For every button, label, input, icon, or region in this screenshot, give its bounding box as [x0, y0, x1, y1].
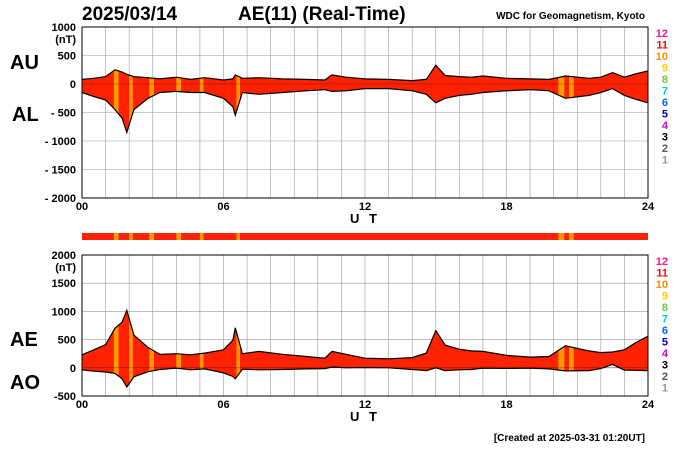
created-timestamp: [Created at 2025-03-31 01:20UT]	[493, 433, 645, 444]
y-tick-label: 0	[70, 363, 76, 375]
y-tick-label: 1500	[52, 278, 76, 290]
x-tick-label: 00	[76, 399, 88, 411]
x-tick-label: 12	[359, 201, 371, 213]
station-coverage-strip	[82, 233, 648, 240]
station-count-label: 1	[662, 383, 668, 395]
x-tick-label: 24	[642, 399, 655, 411]
coverage-strip-band	[129, 233, 133, 240]
station-count-band	[113, 65, 119, 133]
x-tick-label: 18	[500, 399, 512, 411]
coverage-strip-band	[558, 233, 565, 240]
y-tick-label: - 2000	[45, 193, 76, 205]
station-count-band	[236, 310, 241, 387]
series-line-al	[81, 87, 649, 135]
x-tick-label: 18	[500, 201, 512, 213]
coverage-strip-band	[568, 233, 574, 240]
y-axis-unit: (nT)	[55, 34, 76, 46]
x-tick-label: 00	[76, 201, 88, 213]
station-count-label: 6	[662, 325, 668, 337]
station-count-label: 9	[662, 63, 668, 75]
station-count-label: 4	[662, 348, 669, 360]
x-tick-label: 06	[217, 399, 229, 411]
ao-panel-label: AO	[10, 372, 40, 394]
y-tick-label: -500	[54, 391, 76, 403]
ae-panel-label: AE	[10, 329, 38, 351]
y-tick-label: 1000	[52, 306, 76, 318]
x-axis-label: U T	[350, 409, 380, 424]
y-axis-unit: (nT)	[55, 262, 76, 274]
station-count-label: 8	[662, 302, 668, 314]
station-count-band	[176, 310, 182, 387]
y-tick-label: - 1500	[45, 165, 76, 177]
station-count-label: 1	[662, 155, 668, 167]
y-tick-label: - 500	[51, 108, 76, 120]
station-count-label: 2	[662, 143, 668, 155]
station-count-label: 9	[662, 291, 668, 303]
y-tick-label: - 1000	[45, 136, 76, 148]
y-tick-label: 500	[58, 51, 76, 63]
coverage-strip-band	[236, 233, 241, 240]
x-tick-label: 24	[642, 201, 655, 213]
x-tick-label: 12	[359, 399, 371, 411]
station-count-label: 12	[656, 28, 668, 40]
plot-frame	[81, 254, 649, 397]
station-count-band	[236, 65, 241, 133]
station-count-label: 11	[656, 268, 668, 280]
series-line-ao	[81, 363, 649, 389]
station-count-label: 11	[656, 40, 668, 52]
station-count-label: 10	[656, 279, 668, 291]
series-line-au	[81, 64, 649, 82]
station-count-label: 8	[662, 74, 668, 86]
station-count-band	[129, 310, 133, 387]
y-tick-label: 1000	[52, 22, 76, 34]
au-panel-label: AU	[10, 52, 39, 74]
organization-label: WDC for Geomagnetism, Kyoto	[496, 11, 645, 22]
station-count-band	[558, 310, 565, 387]
station-count-band	[149, 310, 154, 387]
station-count-band	[113, 310, 119, 387]
station-count-label: 10	[656, 51, 668, 63]
coverage-strip-band	[113, 233, 119, 240]
station-count-band	[129, 65, 133, 133]
plot-frame	[81, 26, 649, 199]
al-panel-label: AL	[12, 104, 39, 126]
coverage-strip-band	[176, 233, 182, 240]
top-panel: 1000 500 0 - 500 - 1000 - 1500 - 2000 (nT) 00 06 1…	[45, 22, 669, 226]
station-count-band	[568, 310, 574, 387]
station-count-label: 7	[662, 314, 668, 326]
y-tick-label: 2000	[52, 250, 76, 262]
coverage-strip-band	[199, 233, 204, 240]
station-count-label: 6	[662, 97, 668, 109]
coverage-strip-band	[149, 233, 154, 240]
series-line-ae	[81, 308, 649, 360]
station-count-label: 2	[662, 371, 668, 383]
top-envelope-area	[82, 65, 648, 133]
y-tick-label: 0	[70, 79, 76, 91]
plot-title: AE(11) (Real-Time)	[238, 4, 406, 25]
station-count-label: 5	[662, 337, 668, 349]
station-count-label: 5	[662, 109, 668, 121]
y-tick-label: 500	[58, 335, 76, 347]
x-axis-label: U T	[350, 211, 380, 226]
date-label: 2025/03/14	[82, 4, 178, 25]
station-count-label: 12	[656, 256, 668, 268]
station-count-label: 3	[662, 132, 668, 144]
station-count-label: 7	[662, 86, 668, 98]
station-count-label: 4	[662, 120, 669, 132]
station-count-band	[199, 310, 204, 387]
station-count-label: 3	[662, 360, 668, 372]
x-tick-label: 06	[217, 201, 229, 213]
coverage-strip-base	[82, 233, 648, 240]
